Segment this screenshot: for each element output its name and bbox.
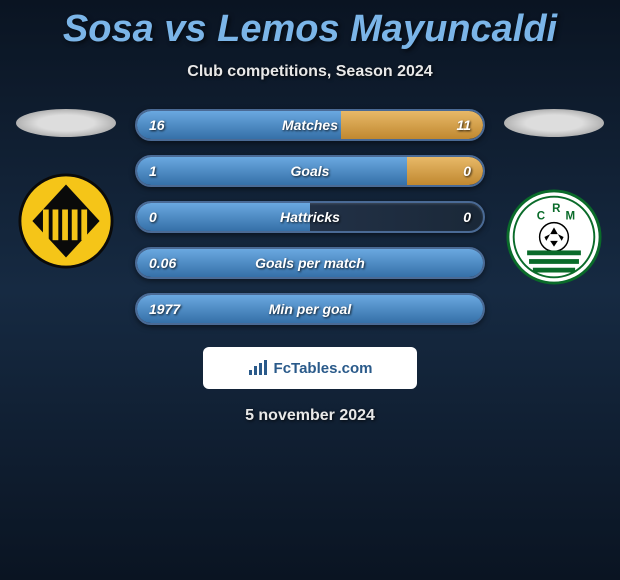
left-team-badge <box>18 173 114 269</box>
stat-value-right: 0 <box>463 163 471 179</box>
stats-panel: 16Matches111Goals00Hattricks00.06Goals p… <box>135 109 485 325</box>
date-text: 5 november 2024 <box>0 407 620 425</box>
stat-row: 1977 Min per goal <box>135 293 485 325</box>
page-title: Sosa vs Lemos Mayuncaldi <box>0 0 620 51</box>
stat-value-right: 11 <box>456 117 471 133</box>
racing-shield-icon: C R M <box>506 187 602 287</box>
watermark: FcTables.com <box>203 347 417 389</box>
stat-value-left: 0 <box>149 209 157 225</box>
subtitle: Club competitions, Season 2024 <box>0 63 620 81</box>
stat-row: 16 Matches 11 <box>135 109 485 141</box>
svg-text:M: M <box>566 211 576 223</box>
stat-row: 0 Hattricks 0 <box>135 201 485 233</box>
stat-value-right: 0 <box>463 209 471 225</box>
stat-label: Goals per match <box>255 255 365 271</box>
stat-label: Min per goal <box>269 301 351 317</box>
stat-row: 0.06 Goals per match <box>135 247 485 279</box>
penarol-shield-icon <box>18 173 114 269</box>
right-team-placeholder <box>504 109 604 137</box>
svg-text:R: R <box>552 203 561 215</box>
stat-row: 1 Goals 0 <box>135 155 485 187</box>
stat-value-left: 1977 <box>149 301 180 317</box>
right-team-column: C R M <box>499 109 609 285</box>
left-team-placeholder <box>16 109 116 137</box>
stat-label: Hattricks <box>280 209 340 225</box>
stat-value-left: 1 <box>149 163 157 179</box>
stat-label: Matches <box>282 117 338 133</box>
stat-label: Goals <box>291 163 330 179</box>
stat-value-left: 16 <box>149 117 165 133</box>
watermark-text: FcTables.com <box>274 360 373 377</box>
chart-icon <box>248 360 268 376</box>
right-team-badge: C R M <box>506 189 602 285</box>
svg-text:C: C <box>537 211 545 223</box>
comparison-container: 16Matches111Goals00Hattricks00.06Goals p… <box>0 109 620 325</box>
stat-value-left: 0.06 <box>149 255 176 271</box>
stat-fill-left <box>137 157 407 185</box>
left-team-column <box>11 109 121 269</box>
stat-fill-right <box>407 157 483 185</box>
